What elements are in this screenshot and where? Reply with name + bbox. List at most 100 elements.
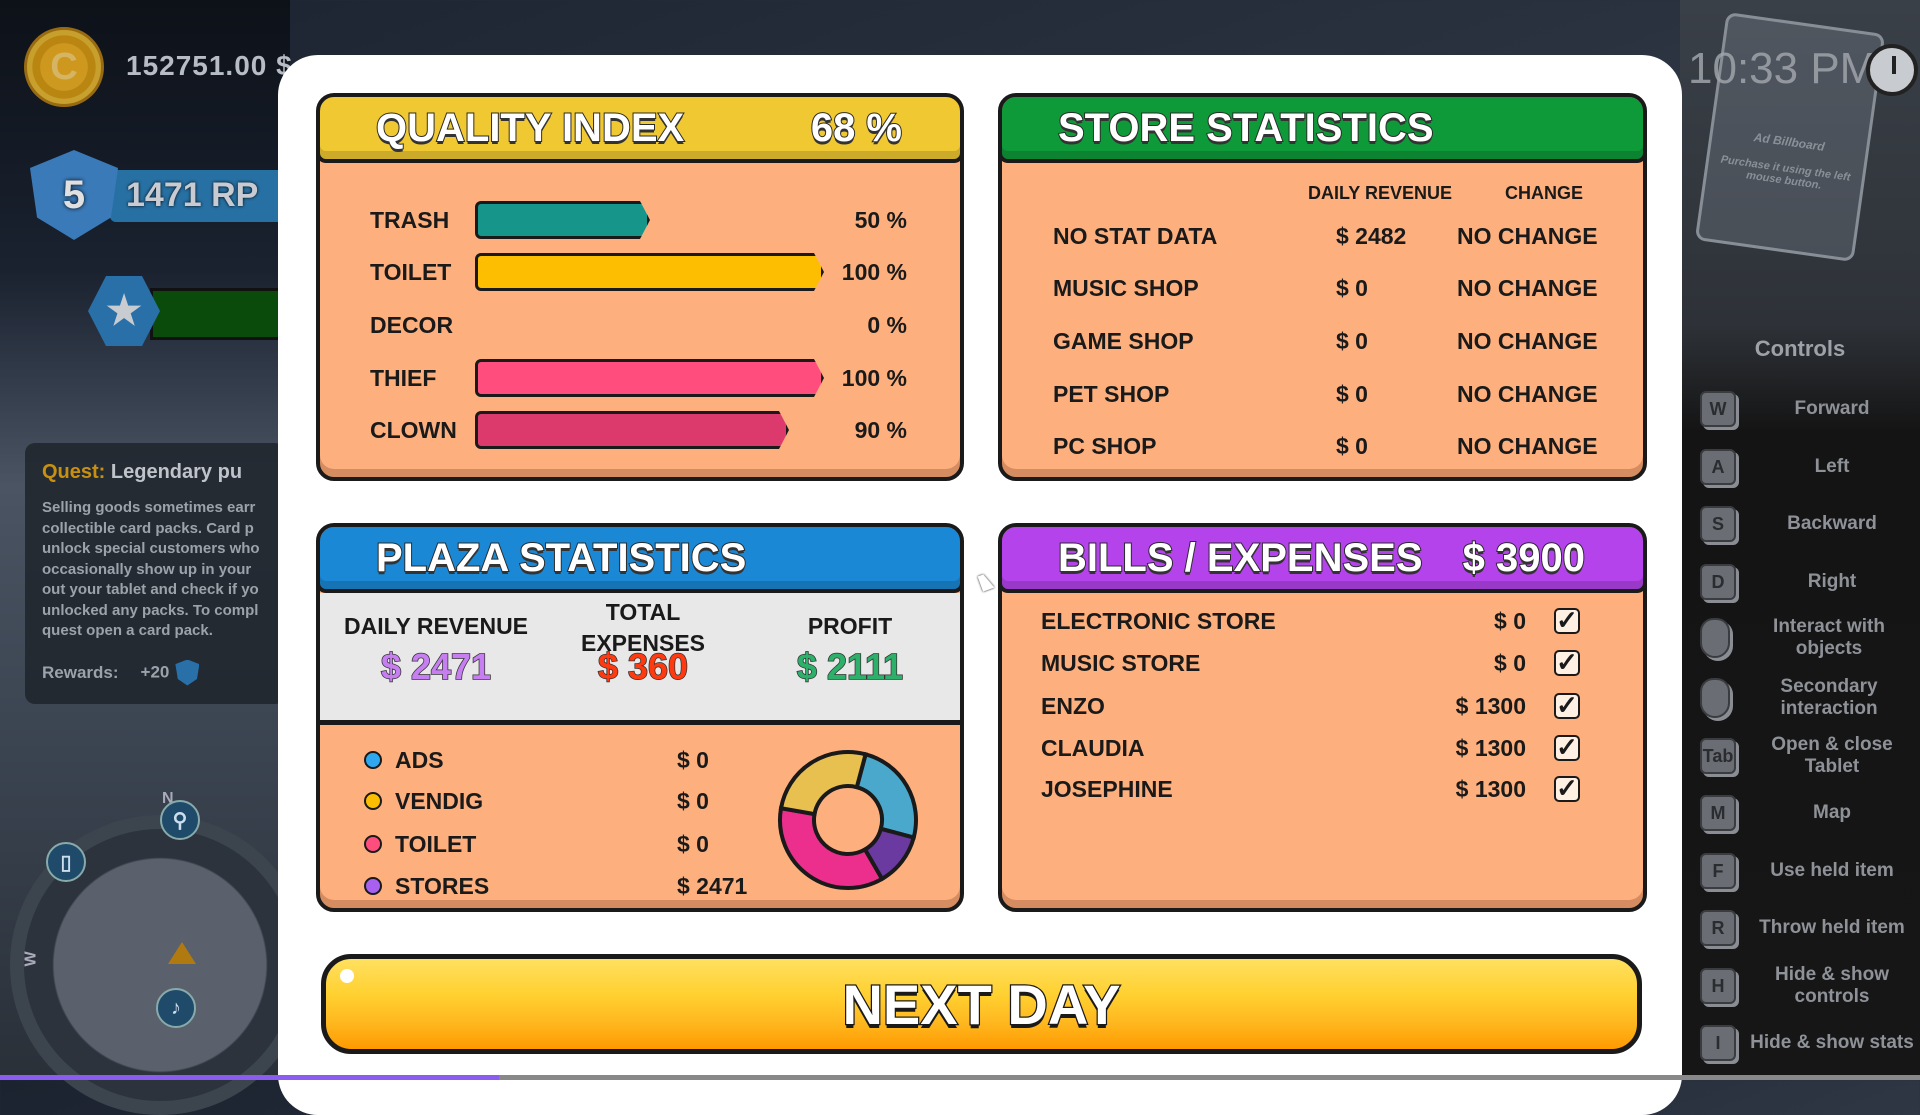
key-icon: D [1700, 564, 1736, 600]
store-revenue: $ 0 [1336, 381, 1368, 407]
quality-index-header: QUALITY INDEX 68 % [320, 97, 960, 163]
money-display: 152751.00 $ [126, 50, 293, 81]
video-progress-bar[interactable] [0, 1075, 1920, 1080]
plaza-summary: DAILY REVENUE $ 2471 TOTAL EXPENSES $ 360… [320, 593, 960, 725]
profit-label: PROFIT [807, 613, 893, 639]
bill-paid-checkbox[interactable]: ✓ [1554, 607, 1580, 634]
donut-segment [854, 751, 918, 841]
minimap-west-label: W [22, 951, 40, 967]
bill-name: ELECTRONIC STORE [1041, 608, 1276, 634]
quest-title: Quest: Legendary pu [42, 461, 285, 484]
billboard-title: Ad Billboard [1753, 130, 1826, 154]
video-progress-fill [0, 1075, 500, 1080]
plaza-item-value: $ 2471 [677, 873, 748, 899]
quality-bar [475, 253, 824, 291]
control-row: D Right [1700, 557, 1920, 607]
plaza-item-label: ADS [395, 747, 444, 773]
rewards-label: Rewards: [42, 662, 119, 682]
control-row: S Backward [1700, 499, 1920, 549]
control-label: Backward [1787, 513, 1877, 534]
bill-amount: $ 1300 [1455, 693, 1526, 719]
control-row: F Use held item [1700, 846, 1920, 896]
next-day-button[interactable]: NEXT DAY [321, 954, 1642, 1054]
store-revenue: $ 0 [1336, 328, 1368, 354]
plaza-item-value: $ 0 [677, 831, 709, 857]
bills-expenses-header: BILLS / EXPENSES $ 3900 [1002, 527, 1643, 593]
daily-revenue-value: $ 2471 [380, 646, 492, 687]
rewards-value: +20 [140, 661, 170, 681]
control-label: Open & close Tablet [1771, 734, 1893, 777]
quest-label: Quest: [42, 461, 106, 483]
quality-label: CLOWN [370, 417, 457, 443]
store-name: MUSIC SHOP [1053, 275, 1199, 301]
control-row: H Hide & show controls [1700, 961, 1920, 1011]
store-change: NO CHANGE [1457, 223, 1598, 249]
donut-segment [778, 805, 885, 890]
button-shine [340, 969, 354, 983]
plaza-statistics-title: PLAZA STATISTICS [375, 535, 747, 581]
key-icon: A [1700, 449, 1736, 485]
quality-label: DECOR [370, 312, 454, 338]
guitar-shop-icon: ♪ [156, 988, 196, 1028]
legend-dot [364, 792, 382, 810]
total-expenses-value: $ 360 [597, 646, 689, 687]
control-row: W Forward [1700, 384, 1920, 434]
quality-bar [475, 411, 789, 449]
bill-paid-checkbox[interactable]: ✓ [1554, 649, 1580, 676]
level-value: 5 [62, 172, 86, 217]
plaza-item-label: STORES [395, 873, 490, 899]
quality-percent: 0 % [867, 312, 907, 338]
donut-segment [778, 750, 869, 817]
revenue-donut-chart [778, 750, 918, 890]
bills-expenses-title: BILLS / EXPENSES [1057, 535, 1424, 581]
store-change: NO CHANGE [1457, 381, 1598, 407]
store-name: PET SHOP [1053, 381, 1170, 407]
legend-dot [364, 877, 382, 895]
bill-paid-checkbox[interactable]: ✓ [1554, 775, 1580, 802]
star-progress-bar [150, 288, 290, 340]
control-label: Hide & show controls [1774, 964, 1889, 1007]
key-icon: H [1700, 968, 1736, 1004]
control-row: I Hide & show stats [1700, 1018, 1920, 1068]
bill-paid-checkbox[interactable]: ✓ [1554, 692, 1580, 719]
reward-shield-icon [175, 659, 200, 686]
bill-amount: $ 0 [1494, 650, 1526, 676]
quality-label: THIEF [370, 365, 437, 391]
quality-bar [475, 359, 824, 397]
key-icon: S [1700, 506, 1736, 542]
daily-revenue-label: DAILY REVENUE [343, 613, 529, 639]
bill-name: CLAUDIA [1041, 735, 1145, 761]
restroom-icon: ⚲ [160, 800, 200, 840]
quality-percent: 100 % [841, 365, 907, 391]
store-change: NO CHANGE [1457, 433, 1598, 459]
store-change: NO CHANGE [1457, 275, 1598, 301]
plaza-item-label: VENDIG [395, 788, 484, 814]
store-statistics-title: STORE STATISTICS [1057, 105, 1435, 151]
minimap-north-label: N [162, 790, 174, 807]
control-label: Secondary interaction [1780, 676, 1878, 719]
phone-shop-icon: ▯ [46, 842, 86, 882]
bills-expenses-total: $ 3900 [1462, 535, 1586, 581]
quest-name: Legendary pu [110, 461, 243, 483]
quest-description: Selling goods sometimes earr collectible… [42, 499, 260, 639]
quality-index-value: 68 % [810, 105, 903, 151]
game-time: 10:33 PM [1688, 44, 1877, 93]
plaza-statistics-panel: PLAZA STATISTICS DAILY REVENUE $ 2471 TO… [316, 523, 964, 912]
rp-display: 1471 RP [126, 176, 259, 214]
legend-dot [364, 751, 382, 769]
coin-icon: C [24, 27, 104, 107]
control-label: Left [1814, 456, 1850, 477]
bill-name: JOSEPHINE [1041, 776, 1173, 802]
mouse-left-icon [1700, 618, 1730, 658]
control-label: Right [1807, 571, 1857, 592]
bill-paid-checkbox[interactable]: ✓ [1554, 734, 1580, 761]
control-label: Interact with objects [1773, 616, 1885, 659]
quality-index-title: QUALITY INDEX [375, 105, 685, 151]
billboard-text: Purchase it using the left mouse button. [1719, 153, 1852, 192]
profit-value: $ 2111 [796, 646, 904, 687]
key-icon: Tab [1700, 738, 1736, 774]
key-icon: F [1700, 853, 1736, 889]
control-row: A Left [1700, 442, 1920, 492]
store-revenue: $ 2482 [1336, 223, 1407, 249]
mouse-right-icon [1700, 678, 1730, 718]
